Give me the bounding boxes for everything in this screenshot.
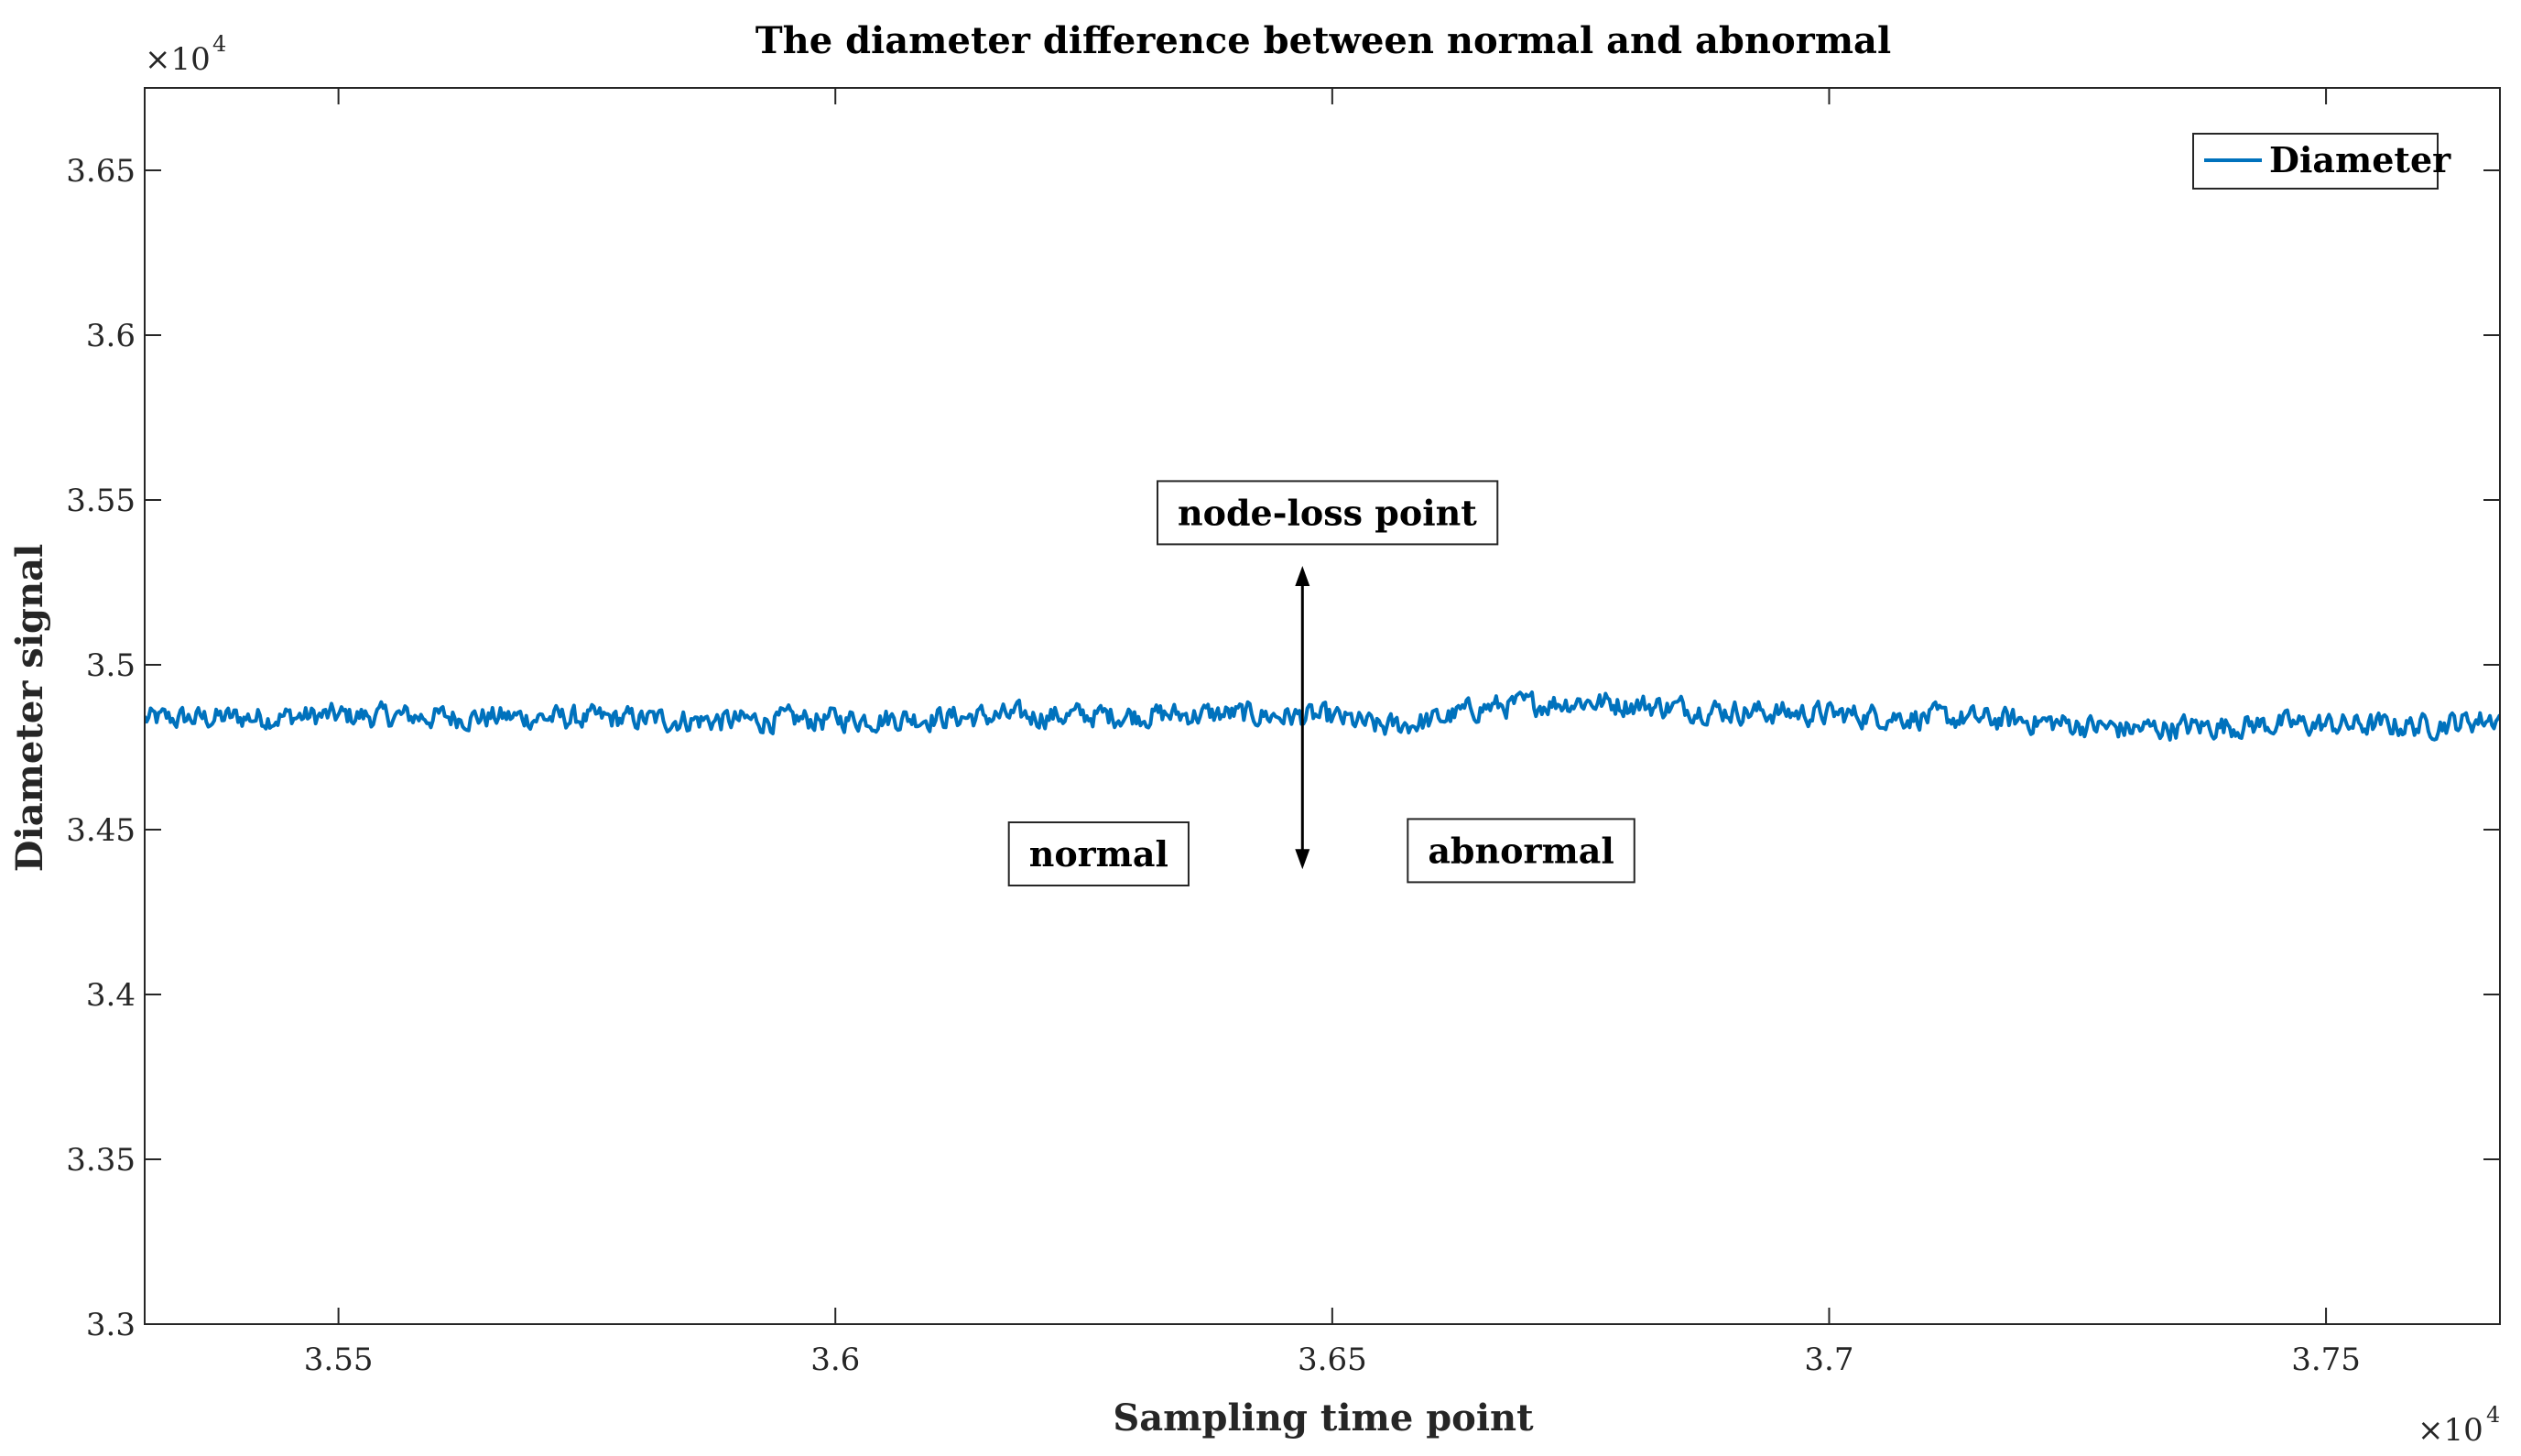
y-tick-label: 3.55 — [66, 483, 136, 519]
x-tick-label: 3.6 — [810, 1342, 860, 1378]
node-loss-arrowhead-up — [1295, 566, 1310, 586]
annotation-node-loss-point: node-loss point — [1157, 480, 1499, 546]
x-exponent-label: ×10 — [2418, 1412, 2483, 1449]
annotation-normal: normal — [1007, 821, 1190, 886]
y-tick-label: 3.6 — [86, 318, 136, 354]
x-axis-ticks: 3.55 3.6 3.65 3.7 3.75 — [304, 88, 2361, 1378]
y-tick-label: 3.4 — [86, 977, 136, 1014]
series-line-diameter — [145, 690, 2500, 742]
y-tick-label: 3.65 — [66, 153, 136, 190]
y-axis-label: Diameter signal — [8, 544, 51, 872]
x-tick-label: 3.7 — [1804, 1342, 1853, 1378]
annotation-label: abnormal — [1428, 830, 1614, 871]
axes-frame — [144, 87, 2501, 1325]
x-tick-label: 3.55 — [304, 1342, 374, 1378]
annotation-label: node-loss point — [1178, 492, 1477, 533]
y-tick-label: 3.35 — [66, 1142, 136, 1179]
node-loss-arrowhead-down — [1295, 849, 1310, 870]
y-exponent-label: ×10 — [145, 41, 211, 78]
y-tick-label: 3.3 — [86, 1307, 136, 1343]
annotation-box — [1007, 821, 1190, 886]
x-tick-label: 3.75 — [2291, 1342, 2361, 1378]
annotation-label: normal — [1029, 833, 1168, 875]
chart-title: The diameter difference between normal a… — [755, 19, 1891, 62]
y-axis-ticks: 3.3 3.35 3.4 3.45 3.5 3.55 3.6 3.65 — [66, 153, 2500, 1343]
annotation-abnormal: abnormal — [1407, 818, 1635, 884]
y-tick-label: 3.45 — [66, 812, 136, 849]
y-exponent-power: 4 — [212, 31, 226, 57]
x-axis-label: Sampling time point — [1113, 1396, 1534, 1440]
annotation-box — [1407, 818, 1635, 884]
node-loss-arrow — [1295, 566, 1310, 870]
annotation-box — [1157, 480, 1499, 546]
legend: Diameter — [2192, 133, 2451, 190]
x-exponent-power: 4 — [2486, 1402, 2500, 1428]
annotations: node-loss point normal abnormal — [1007, 480, 1635, 886]
legend-entry-diameter: Diameter — [2269, 139, 2451, 180]
y-tick-label: 3.5 — [86, 647, 136, 684]
x-tick-label: 3.65 — [1298, 1342, 1367, 1378]
